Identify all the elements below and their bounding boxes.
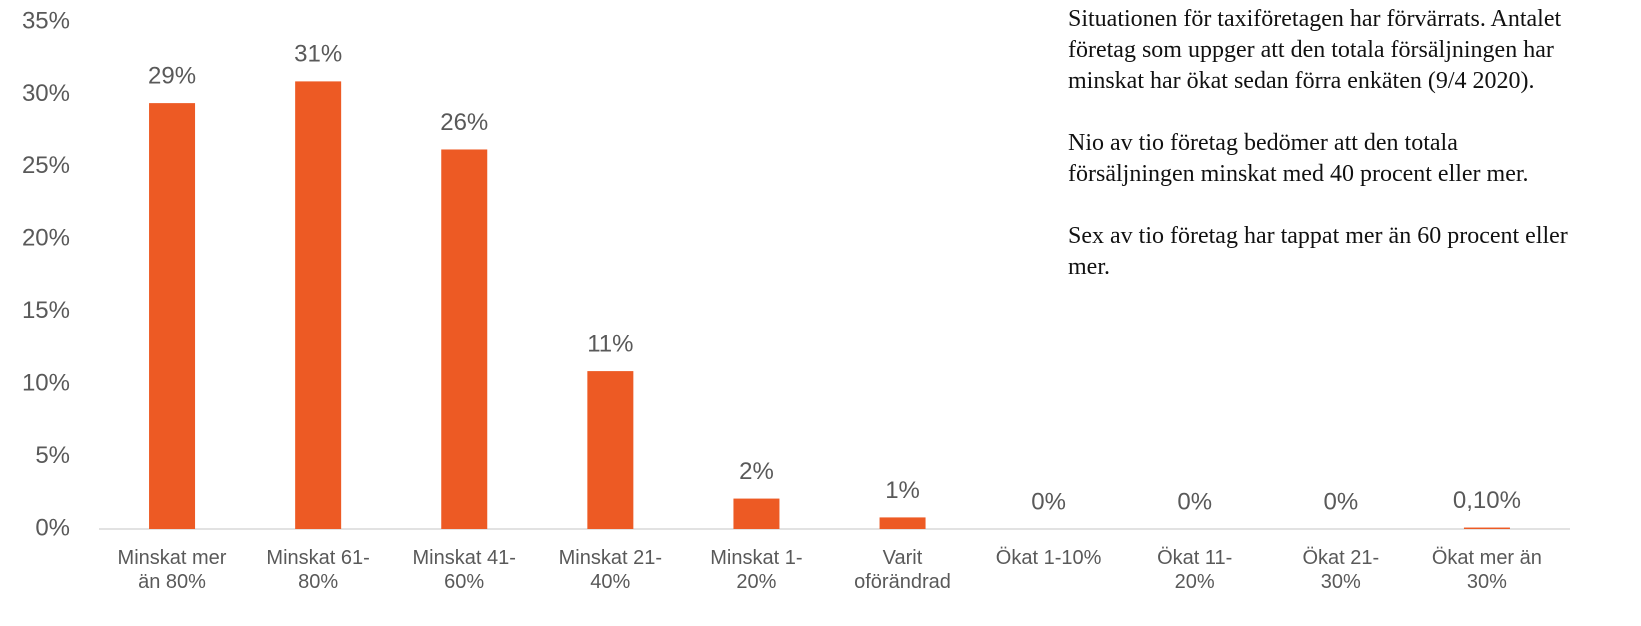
bar (441, 149, 488, 529)
y-tick-label: 30% (22, 80, 70, 107)
data-label: 31% (294, 41, 342, 68)
bar (879, 517, 926, 529)
y-tick-label: 35% (22, 7, 70, 34)
data-label: 0% (1324, 488, 1359, 515)
annotation: Sex av tio företag har tappat mer än 60 … (1068, 223, 1568, 280)
y-tick-label: 15% (22, 297, 70, 324)
y-tick-label: 25% (22, 152, 70, 179)
bar (149, 103, 196, 530)
x-tick-label: Minskat 21- 40% (558, 547, 662, 593)
x-tick-label: Varit oförändrad (854, 547, 951, 593)
x-tick-label: Ökat 1-10% (995, 547, 1102, 569)
bar (1463, 527, 1510, 529)
y-tick-label: 20% (22, 225, 70, 252)
bar (587, 371, 634, 529)
data-label: 29% (148, 62, 196, 89)
x-tick-label: Ökat 21- 30% (1302, 547, 1380, 593)
y-tick-label: 5% (35, 442, 70, 469)
data-label: 0% (1177, 488, 1212, 515)
data-label: 0% (1031, 488, 1066, 515)
x-tick-label: Minskat 41- 60% (412, 547, 516, 593)
y-tick-label: 0% (35, 514, 70, 541)
annotation: Situationen för taxiföretagen har förvär… (1068, 6, 1562, 94)
x-tick-label: Minskat 61- 80% (266, 547, 370, 593)
x-tick-label: Minskat 1- 20% (710, 547, 803, 593)
data-label: 11% (587, 330, 633, 357)
data-label: 2% (739, 458, 774, 485)
data-label: 26% (440, 109, 488, 136)
x-tick-label: Ökat mer än 30% (1431, 547, 1542, 593)
y-tick-label: 10% (22, 369, 70, 396)
x-tick-label: Ökat 11- 20% (1157, 547, 1233, 593)
data-label: 1% (885, 477, 920, 504)
data-label: 0,10% (1453, 487, 1521, 514)
x-tick-label: Minskat mer än 80% (117, 547, 227, 593)
annotations: Situationen för taxiföretagen har förvär… (1068, 4, 1641, 444)
bar (733, 498, 780, 529)
bar (295, 81, 342, 530)
annotation: Nio av tio företag bedömer att den total… (1068, 130, 1529, 187)
